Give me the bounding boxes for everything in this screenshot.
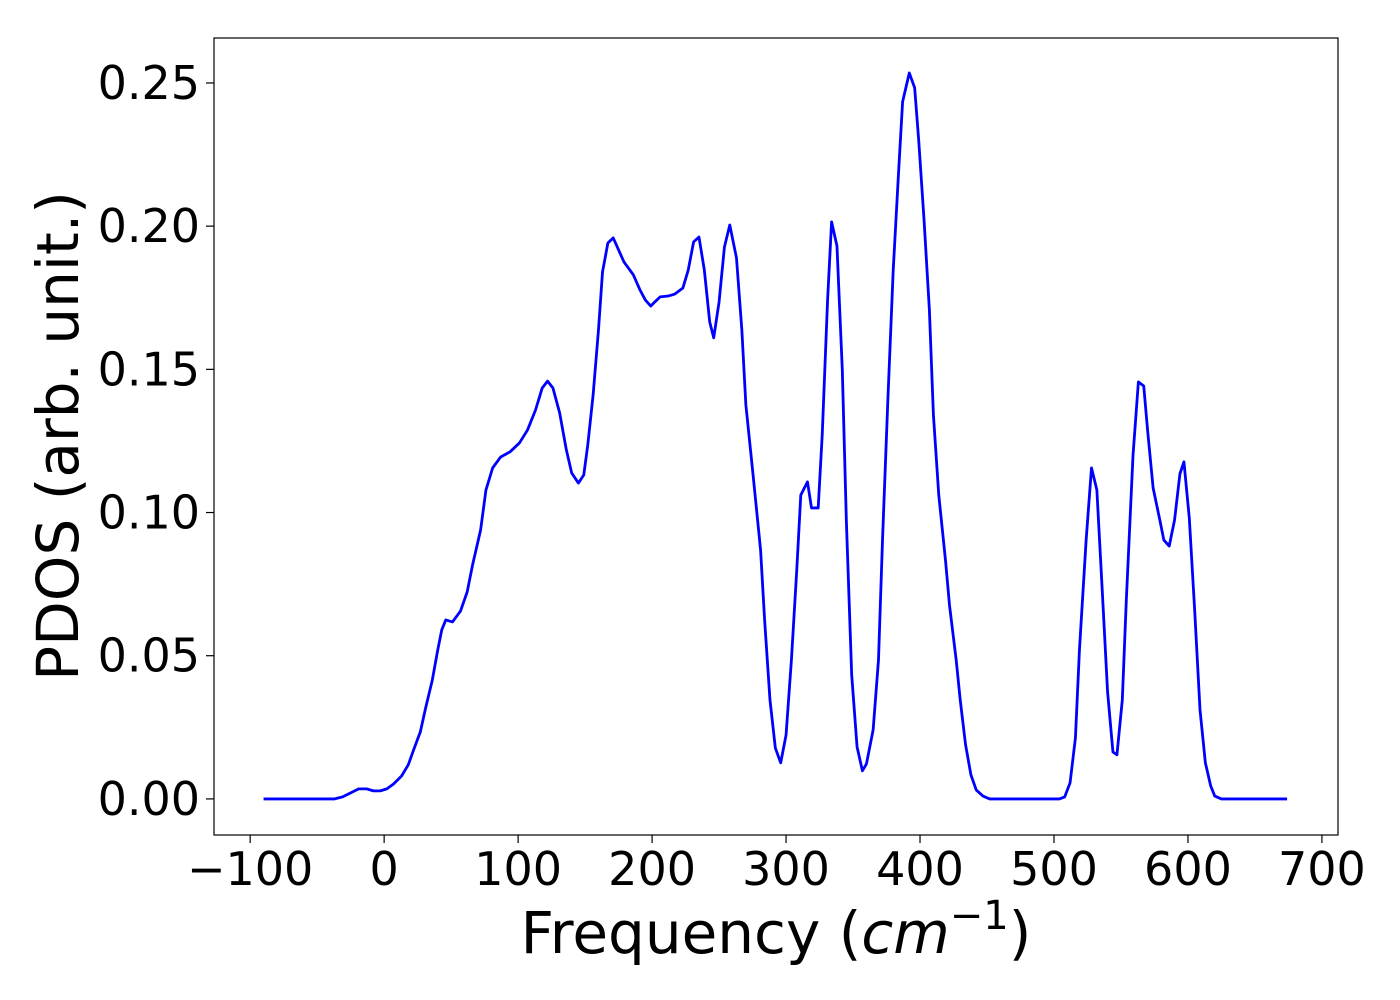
y-tick-label: 0.10	[98, 486, 200, 540]
x-tick-label: 200	[608, 842, 696, 896]
y-tick-label: 0.20	[98, 199, 200, 253]
x-axis-label: Frequency (cm−1)	[521, 893, 1032, 967]
x-tick-label: 0	[370, 842, 399, 896]
x-label-close: )	[1009, 899, 1032, 967]
y-tick-label: 0.25	[98, 56, 200, 110]
x-tick-label: 100	[474, 842, 562, 896]
y-tick-label: 0.00	[98, 772, 200, 826]
x-label-text: Frequency (	[521, 899, 862, 967]
pdos-line	[263, 71, 1288, 801]
x-label-unit: cm	[861, 899, 949, 967]
y-tick-label: 0.15	[98, 342, 200, 396]
x-tick-label: 400	[876, 842, 964, 896]
x-tick-label: 500	[1010, 842, 1098, 896]
x-label-exponent: −1	[950, 893, 1009, 939]
x-tick-label: −100	[187, 842, 313, 896]
y-tick-label: 0.05	[98, 629, 200, 683]
x-tick-label: 300	[742, 842, 830, 896]
plot-frame	[213, 37, 1339, 836]
x-tick-label: 700	[1278, 842, 1366, 896]
x-tick-label: 600	[1144, 842, 1232, 896]
y-axis-label: PDOS (arb. unit.)	[24, 191, 92, 681]
